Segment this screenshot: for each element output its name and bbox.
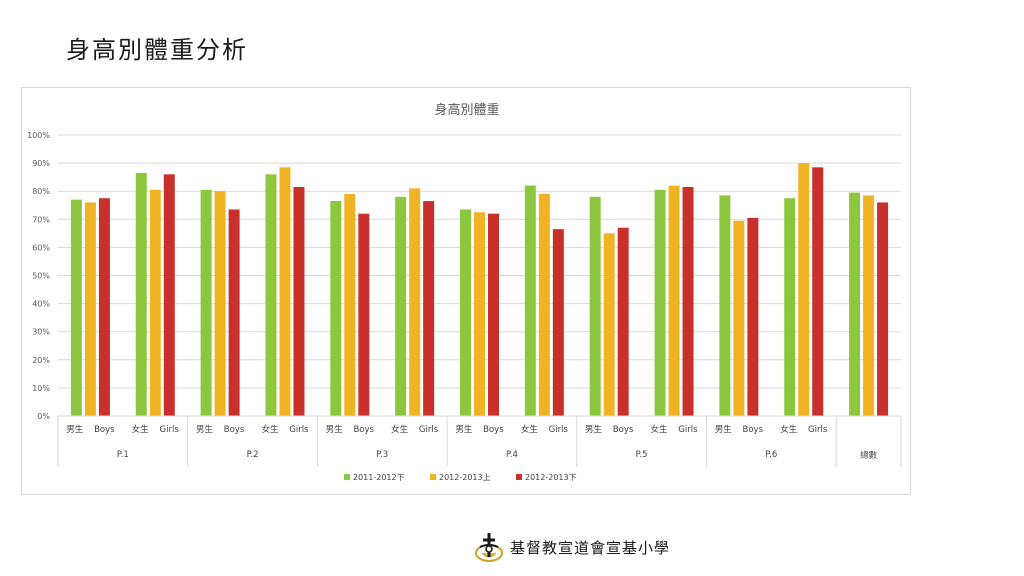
y-tick-label: 10%	[32, 384, 50, 393]
x-group-label: P.2	[247, 450, 259, 460]
legend-label: 2012-2013上	[439, 473, 491, 482]
legend-swatch	[344, 474, 350, 480]
bar	[279, 167, 291, 416]
y-tick-label: 70%	[32, 215, 50, 224]
x-sub-label: 男生 Boys	[196, 424, 245, 435]
legend-label: 2012-2013下	[525, 473, 577, 482]
y-tick-label: 0%	[37, 412, 50, 421]
bar	[784, 198, 796, 416]
x-group-label: P.6	[765, 450, 777, 460]
x-sub-label: 女生 Girls	[521, 424, 569, 435]
bar	[552, 229, 564, 416]
bar	[668, 185, 680, 416]
bar	[135, 172, 147, 416]
slide-title: 身高別體重分析	[66, 36, 248, 64]
bar	[747, 217, 759, 416]
x-group-label: P.4	[506, 450, 518, 460]
x-group-label: 總數	[860, 450, 878, 461]
bar	[395, 196, 407, 416]
bar	[719, 195, 731, 416]
bar	[863, 195, 875, 416]
bar	[733, 220, 745, 416]
bar	[798, 163, 810, 416]
school-logo-icon	[475, 533, 503, 562]
school-name: 基督教宣道會宣基小學	[510, 538, 671, 557]
x-sub-label: 男生 Boys	[66, 424, 115, 435]
bar	[877, 202, 889, 416]
x-sub-label: 女生 Girls	[261, 424, 309, 435]
y-tick-label: 30%	[32, 328, 50, 337]
x-sub-label: 女生 Girls	[651, 424, 699, 435]
bar	[409, 188, 421, 416]
bar	[265, 174, 277, 416]
bar	[293, 186, 305, 416]
bar	[70, 199, 82, 416]
bar	[84, 202, 96, 416]
bar	[98, 198, 110, 416]
chart-title: 身高別體重	[434, 102, 499, 118]
x-sub-label: 女生 Girls	[780, 424, 828, 435]
x-group-label: P.3	[376, 450, 388, 460]
bar	[330, 201, 342, 416]
bar	[603, 233, 615, 416]
legend-label: 2011-2012下	[353, 473, 405, 482]
y-tick-label: 80%	[32, 187, 50, 196]
bar	[214, 191, 226, 416]
bar	[358, 213, 370, 416]
bar	[682, 186, 694, 416]
bar-chart: 身高別體重 0% 10% 20% 30% 40% 50% 60% 70% 80% 90% 100% 男…	[27, 102, 902, 482]
bar	[617, 227, 629, 416]
x-sub-label: 男生 Boys	[585, 424, 634, 435]
bar	[344, 194, 356, 416]
bar	[474, 212, 485, 416]
y-tick-label: 20%	[32, 356, 50, 365]
x-sub-label: 男生 Boys	[715, 424, 764, 435]
bar	[163, 174, 175, 416]
bar	[488, 213, 499, 416]
x-group-label: P.5	[636, 450, 648, 460]
bar	[812, 167, 824, 416]
x-sub-label: 男生 Boys	[326, 424, 375, 435]
legend-swatch	[430, 474, 436, 480]
x-group-label: P.1	[117, 450, 129, 460]
y-tick-label: 90%	[32, 159, 50, 168]
y-tick-label: 40%	[32, 300, 50, 309]
y-tick-label: 50%	[32, 272, 50, 281]
bar	[654, 189, 666, 416]
chart-frame: 身高別體重 0% 10% 20% 30% 40% 50% 60% 70% 80% 90% 100% 男…	[21, 87, 911, 495]
bar	[538, 194, 550, 416]
bar	[589, 196, 601, 416]
bar	[228, 209, 240, 416]
bar	[423, 201, 435, 416]
bar	[849, 192, 861, 416]
x-sub-label: 男生 Boys	[455, 424, 504, 435]
x-sub-label: 女生 Girls	[132, 424, 180, 435]
y-tick-label: 100%	[27, 131, 50, 140]
y-tick-label: 60%	[32, 243, 50, 252]
bar	[524, 185, 536, 416]
bar	[149, 189, 161, 416]
bar	[460, 209, 471, 416]
legend-swatch	[516, 474, 522, 480]
school-footer: 基督教宣道會宣基小學	[474, 531, 670, 563]
bar	[200, 189, 212, 416]
x-sub-label: 女生 Girls	[391, 424, 439, 435]
